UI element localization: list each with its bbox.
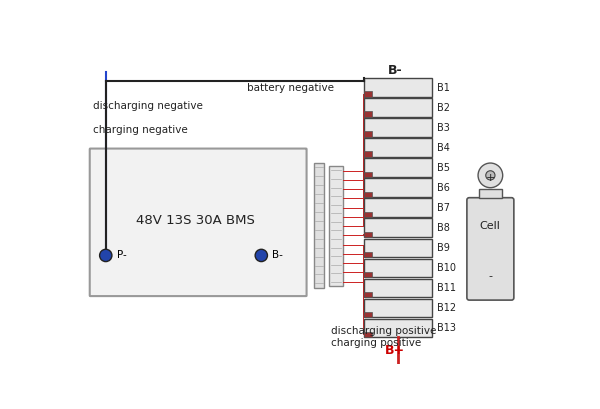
Text: B11: B11 (437, 283, 456, 293)
Text: B9: B9 (437, 243, 450, 253)
Text: B13: B13 (437, 323, 456, 333)
Bar (364, 332, 372, 337)
Bar (364, 279, 432, 297)
Text: -: - (488, 271, 492, 281)
Bar (364, 79, 432, 97)
Bar (479, 189, 502, 198)
Text: 48V 13S 30A BMS: 48V 13S 30A BMS (136, 213, 255, 227)
Bar (364, 292, 372, 297)
Circle shape (100, 249, 112, 262)
Bar (364, 198, 432, 217)
Bar (364, 118, 432, 137)
Text: discharging negative

charging negative: discharging negative charging negative (94, 101, 203, 135)
Text: B12: B12 (437, 303, 456, 313)
Text: B+: B+ (385, 344, 406, 357)
Circle shape (255, 249, 268, 262)
Text: B7: B7 (437, 203, 450, 213)
Text: +: + (485, 173, 494, 183)
Text: B3: B3 (437, 123, 450, 133)
Bar (364, 231, 372, 237)
Text: B-: B- (272, 250, 283, 261)
Bar (364, 138, 432, 157)
Circle shape (486, 171, 495, 180)
Bar (364, 299, 432, 317)
Bar (364, 171, 372, 177)
Text: B4: B4 (437, 143, 450, 153)
Text: B10: B10 (437, 263, 456, 273)
Text: B6: B6 (437, 183, 450, 193)
Bar (364, 258, 432, 277)
Bar (364, 158, 432, 177)
Circle shape (478, 163, 503, 188)
Text: P-: P- (116, 250, 126, 261)
Bar (364, 211, 372, 217)
Text: B1: B1 (437, 83, 450, 92)
Text: Cell: Cell (479, 221, 500, 231)
Bar (364, 178, 432, 197)
Bar (364, 92, 372, 97)
Text: discharging positive
charging positive: discharging positive charging positive (331, 326, 436, 348)
Bar (364, 191, 372, 197)
FancyBboxPatch shape (467, 198, 514, 300)
Text: B5: B5 (437, 163, 450, 173)
Text: battery negative: battery negative (247, 83, 334, 92)
Bar (364, 312, 372, 317)
Bar (364, 111, 372, 117)
Bar (314, 163, 325, 288)
Bar (364, 272, 372, 277)
Bar (364, 252, 372, 257)
Bar (364, 238, 432, 257)
Bar (364, 151, 372, 157)
Bar (329, 166, 343, 286)
Text: B2: B2 (437, 103, 450, 112)
Text: B8: B8 (437, 223, 450, 233)
Bar (364, 98, 432, 117)
Bar (364, 319, 432, 337)
Bar (364, 218, 432, 237)
Text: B-: B- (388, 64, 403, 77)
Bar (364, 131, 372, 137)
FancyBboxPatch shape (90, 148, 307, 296)
